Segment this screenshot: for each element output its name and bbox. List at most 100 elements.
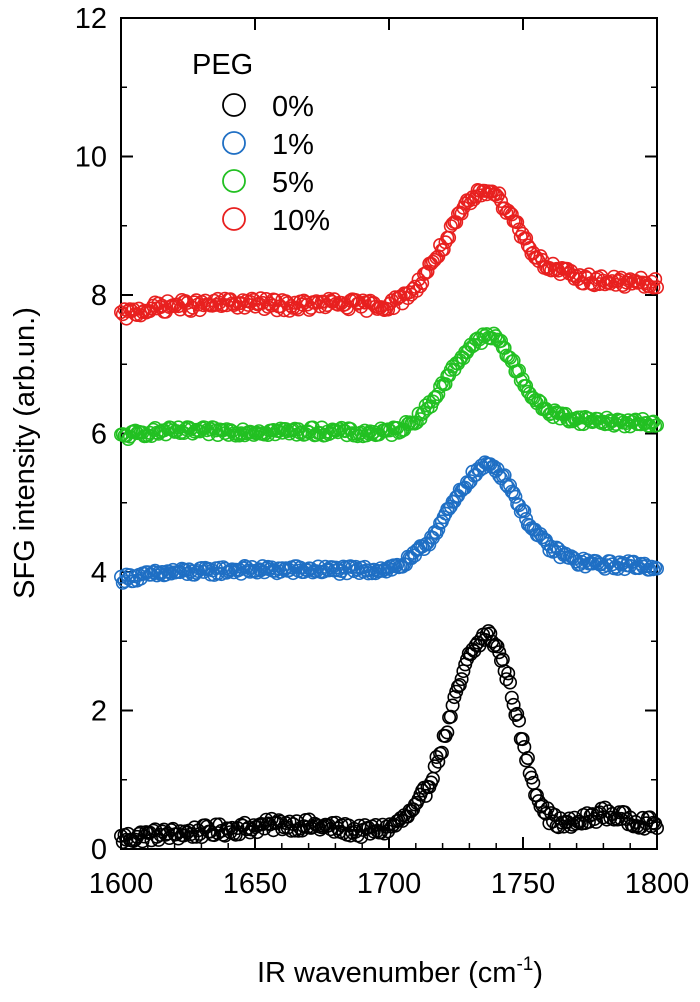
data-point (649, 418, 664, 433)
data-point (519, 753, 534, 768)
data-point (438, 377, 453, 392)
data-point (537, 805, 552, 820)
data-point (445, 698, 460, 713)
y-tick-label: 8 (91, 280, 107, 312)
data-point (427, 253, 442, 268)
data-point (271, 813, 286, 828)
data-point (589, 814, 604, 829)
data-point (649, 821, 664, 836)
legend-title: PEG (192, 49, 253, 81)
data-point (519, 378, 534, 393)
data-point (483, 626, 498, 641)
data-point (431, 522, 446, 537)
data-point (511, 713, 526, 728)
data-point (492, 186, 507, 201)
data-point (502, 675, 517, 690)
data-point (515, 372, 530, 387)
data-point (504, 690, 519, 705)
data-point (499, 672, 514, 687)
data-point (454, 206, 469, 221)
data-point (506, 697, 521, 712)
data-point (517, 504, 532, 519)
data-point (502, 478, 517, 493)
data-point (624, 818, 639, 833)
data-point (649, 280, 664, 295)
data-point (316, 819, 331, 834)
x-tick-label: 1700 (357, 868, 422, 900)
x-axis-title-superscript: -1 (516, 954, 533, 975)
legend: PEG 0% 1% 5% 10% (192, 49, 330, 237)
data-point (493, 194, 508, 209)
series-1pct (114, 455, 664, 590)
data-point (649, 561, 664, 576)
y-tick-label: 4 (91, 557, 107, 589)
y-tick-label: 10 (75, 142, 107, 174)
data-point (508, 489, 523, 504)
data-point (239, 822, 254, 837)
data-point (422, 537, 437, 552)
data-point (594, 557, 609, 572)
x-axis-title-suffix: ) (533, 957, 543, 989)
data-point (393, 810, 408, 825)
legend-label: 5% (272, 167, 314, 199)
series-10pct (114, 183, 664, 326)
legend-marker (222, 169, 246, 193)
data-point (318, 559, 333, 574)
data-point (501, 666, 516, 681)
x-axis: 1600 1650 1700 1750 1800 (89, 18, 690, 900)
data-point (648, 272, 663, 287)
y-tick-label: 2 (91, 696, 107, 728)
data-point (510, 215, 525, 230)
data-point (452, 677, 467, 692)
data-point (418, 788, 433, 803)
series-0pct (114, 624, 664, 849)
data-point (515, 732, 530, 747)
data-point (490, 189, 505, 204)
data-point (510, 706, 525, 721)
data-point (381, 302, 396, 317)
y-tick-label: 0 (91, 834, 107, 866)
data-point (499, 205, 514, 220)
x-tick-label: 1600 (89, 868, 154, 900)
legend-label: 1% (272, 129, 314, 161)
x-tick-label: 1750 (491, 868, 556, 900)
series-layer (114, 183, 664, 849)
legend-marker (222, 93, 246, 117)
data-point (427, 759, 442, 774)
x-axis-title: IR wavenumber (cm-1) (257, 954, 543, 989)
data-point (519, 231, 534, 246)
x-tick-label: 1800 (625, 868, 690, 900)
data-point (572, 268, 587, 283)
y-tick-label: 12 (75, 3, 107, 35)
data-point (639, 415, 654, 430)
data-point (243, 825, 258, 840)
data-point (492, 645, 507, 660)
y-axis-title: SFG intensity (arb.un.) (9, 307, 41, 599)
data-point (415, 276, 430, 291)
data-point (461, 193, 476, 208)
data-point (198, 420, 213, 435)
data-point (515, 503, 530, 518)
data-point (520, 750, 535, 765)
data-point (592, 277, 607, 292)
y-tick-label: 6 (91, 419, 107, 451)
data-point (488, 637, 503, 652)
data-point (443, 709, 458, 724)
legend-label: 10% (272, 205, 330, 237)
series-5pct (114, 326, 664, 446)
data-point (191, 564, 206, 579)
x-tick-label: 1650 (223, 868, 288, 900)
data-point (572, 814, 587, 829)
data-point (497, 664, 512, 679)
data-point (431, 754, 446, 769)
legend-marker (222, 207, 246, 231)
data-point (440, 725, 455, 740)
legend-marker (222, 131, 246, 155)
data-point (493, 333, 508, 348)
data-point (490, 639, 505, 654)
data-point (648, 560, 663, 575)
legend-label: 0% (272, 91, 314, 123)
data-point (511, 363, 526, 378)
